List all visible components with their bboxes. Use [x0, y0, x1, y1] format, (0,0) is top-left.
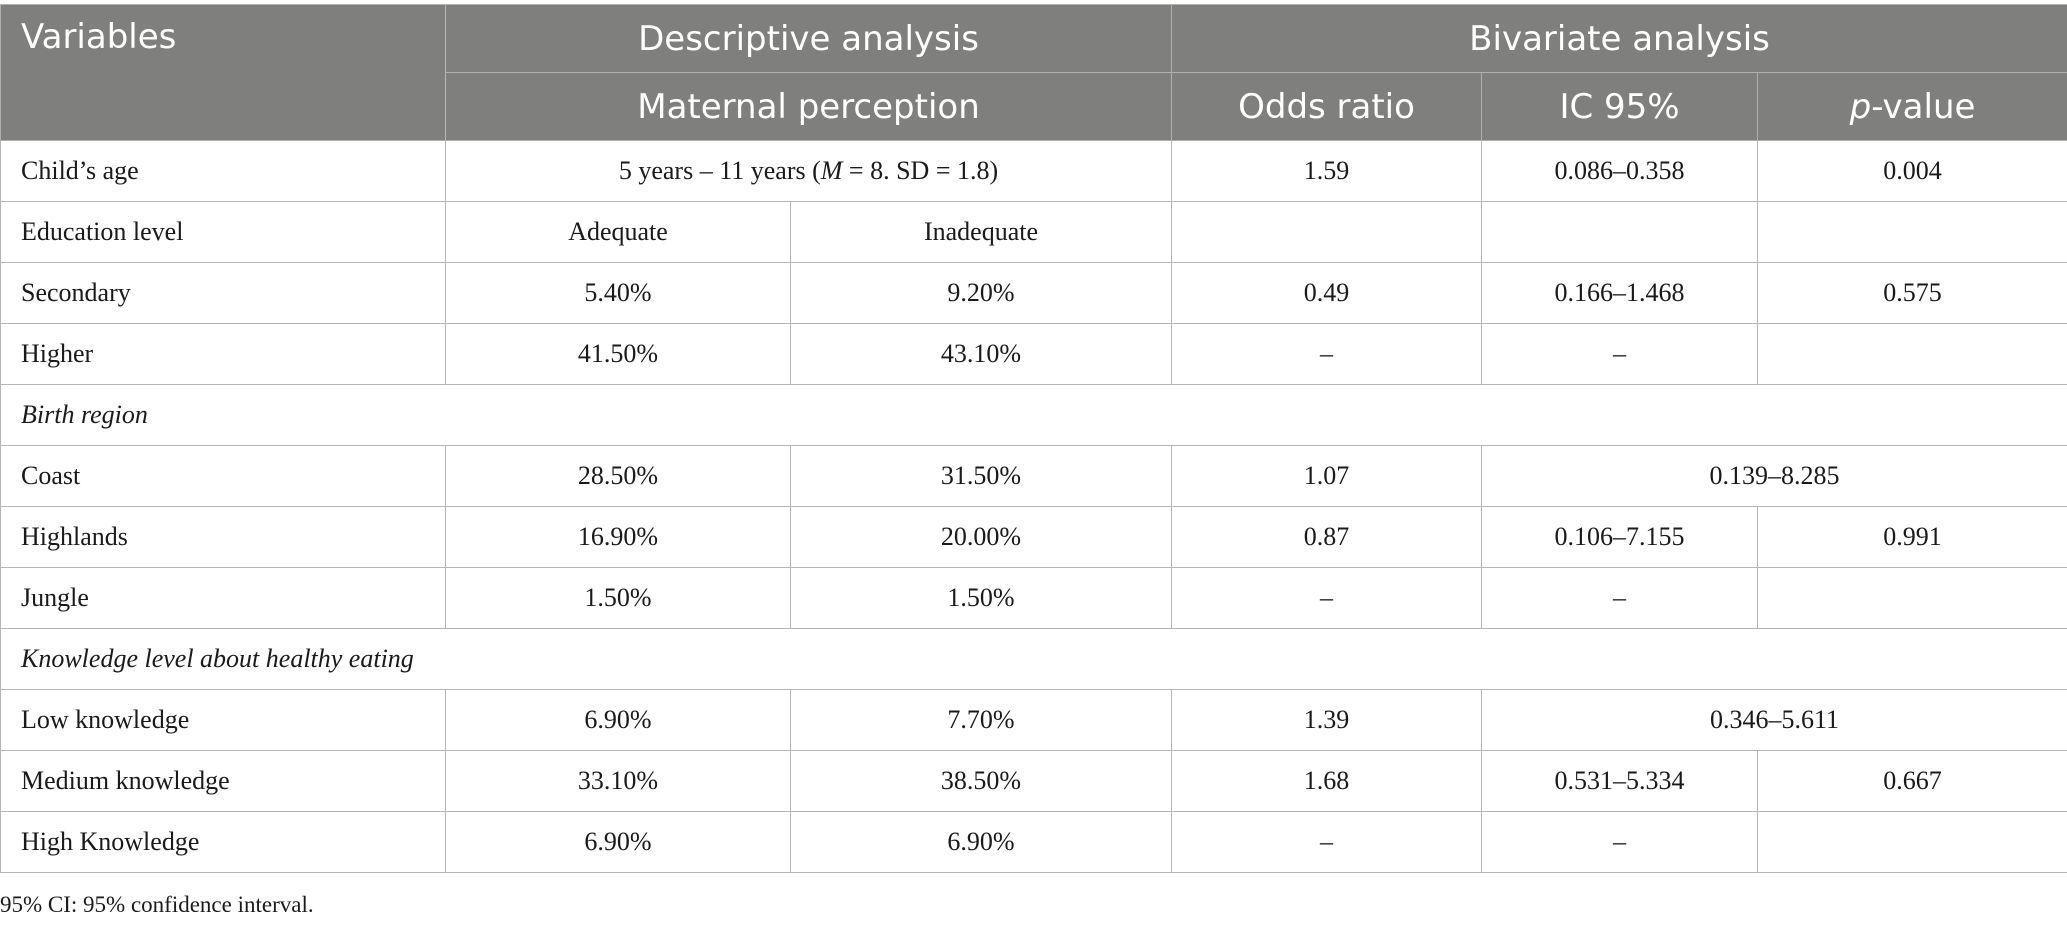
ic95-cell: 0.166–1.468: [1481, 262, 1759, 324]
row-label: Highlands: [0, 506, 446, 568]
odds-ratio-cell: 1.59: [1171, 140, 1483, 202]
odds-ratio-cell: [1171, 201, 1483, 263]
p-value-cell: 0.004: [1757, 140, 2067, 202]
odds-ratio-header: Odds ratio: [1171, 72, 1483, 141]
table-row-medium-knowledge: Medium knowledge 33.10% 38.50% 1.68 0.53…: [0, 750, 2067, 812]
ic95-cell: –: [1481, 567, 1759, 629]
age-range-text: 5 years – 11 years (: [618, 156, 821, 185]
ic95-cell: 0.106–7.155: [1481, 506, 1759, 568]
row-label: Jungle: [0, 567, 446, 629]
p-italic: p: [1849, 86, 1872, 127]
inadequate-cell: 6.90%: [789, 811, 1173, 873]
table-row-jungle: Jungle 1.50% 1.50% – –: [0, 567, 2067, 629]
table-row-education-level: Education level Adequate Inadequate: [0, 201, 2067, 263]
adequate-cell: 33.10%: [445, 750, 791, 812]
adequate-cell: 5.40%: [445, 262, 791, 324]
table-row-knowledge-level: Knowledge level about healthy eating: [0, 628, 2067, 690]
p-value-cell: 0.667: [1757, 750, 2067, 812]
descriptive-analysis-header: Descriptive analysis: [444, 4, 1173, 73]
ic95-cell: –: [1481, 323, 1759, 385]
odds-ratio-cell: –: [1171, 567, 1483, 629]
table-row-highlands: Highlands 16.90% 20.00% 0.87 0.106–7.155…: [0, 506, 2067, 568]
table-row-child-age: Child’s age 5 years – 11 years (M = 8. S…: [0, 140, 2067, 202]
odds-ratio-cell: 1.39: [1171, 689, 1483, 751]
inadequate-cell: 9.20%: [789, 262, 1173, 324]
ic95-cell: [1481, 201, 1759, 263]
inadequate-cell: 7.70%: [789, 689, 1173, 751]
inadequate-cell: 31.50%: [789, 445, 1173, 507]
row-label: Education level: [0, 201, 446, 263]
adequate-cell: 1.50%: [445, 567, 791, 629]
ic95-header: IC 95%: [1481, 72, 1759, 141]
mean-sd-text: = 8. SD = 1.8): [842, 156, 999, 185]
table-body: Child’s age 5 years – 11 years (M = 8. S…: [0, 140, 2067, 873]
inadequate-cell: 1.50%: [789, 567, 1173, 629]
row-label: High Knowledge: [0, 811, 446, 873]
section-label-birth-region: Birth region: [0, 384, 2067, 446]
inadequate-cell: 43.10%: [789, 323, 1173, 385]
row-label: Higher: [0, 323, 446, 385]
p-value-cell: [1757, 811, 2067, 873]
table-header: Variables Descriptive analysis Bivariate…: [0, 4, 2067, 141]
adequate-cell: 6.90%: [445, 689, 791, 751]
child-age-descriptive: 5 years – 11 years (M = 8. SD = 1.8): [444, 140, 1173, 202]
ic95-pvalue-merged-cell: 0.139–8.285: [1481, 445, 2067, 507]
table-row-low-knowledge: Low knowledge 6.90% 7.70% 1.39 0.346–5.6…: [0, 689, 2067, 751]
ic95-cell: 0.086–0.358: [1481, 140, 1759, 202]
odds-ratio-cell: 0.87: [1171, 506, 1483, 568]
section-label-knowledge: Knowledge level about healthy eating: [0, 628, 2067, 690]
header-row-2: Maternal perception Odds ratio IC 95% p-…: [1, 72, 2067, 141]
p-value-cell: 0.575: [1757, 262, 2067, 324]
results-table: Variables Descriptive analysis Bivariate…: [0, 4, 2067, 873]
odds-ratio-cell: 1.07: [1171, 445, 1483, 507]
table-row-coast: Coast 28.50% 31.50% 1.07 0.139–8.285: [0, 445, 2067, 507]
odds-ratio-cell: –: [1171, 323, 1483, 385]
adequate-subheader: Adequate: [445, 201, 791, 263]
table-row-birth-region: Birth region: [0, 384, 2067, 446]
row-label: Coast: [0, 445, 446, 507]
odds-ratio-cell: –: [1171, 811, 1483, 873]
mean-symbol: M: [820, 156, 843, 185]
row-label: Child’s age: [0, 140, 446, 202]
variables-header: Variables: [0, 4, 446, 141]
row-label: Secondary: [0, 262, 446, 324]
table-row-secondary: Secondary 5.40% 9.20% 0.49 0.166–1.468 0…: [0, 262, 2067, 324]
maternal-perception-header: Maternal perception: [444, 72, 1173, 141]
bivariate-analysis-header: Bivariate analysis: [1171, 4, 2067, 73]
table-row-higher: Higher 41.50% 43.10% – –: [0, 323, 2067, 385]
ic95-cell: –: [1481, 811, 1759, 873]
p-value-cell: [1757, 323, 2067, 385]
inadequate-subheader: Inadequate: [789, 201, 1173, 263]
row-label: Low knowledge: [0, 689, 446, 751]
table-row-high-knowledge: High Knowledge 6.90% 6.90% – –: [0, 811, 2067, 873]
table-footnote: 95% CI: 95% confidence interval.: [0, 892, 314, 917]
inadequate-cell: 20.00%: [789, 506, 1173, 568]
odds-ratio-cell: 1.68: [1171, 750, 1483, 812]
header-row-1: Variables Descriptive analysis Bivariate…: [0, 4, 2067, 141]
adequate-cell: 28.50%: [445, 445, 791, 507]
p-value-cell: 0.991: [1757, 506, 2067, 568]
p-value-cell: [1757, 567, 2067, 629]
adequate-cell: 41.50%: [445, 323, 791, 385]
odds-ratio-cell: 0.49: [1171, 262, 1483, 324]
row-label: Medium knowledge: [0, 750, 446, 812]
p-value-cell: [1757, 201, 2067, 263]
p-value-suffix: -value: [1871, 86, 1976, 127]
inadequate-cell: 38.50%: [789, 750, 1173, 812]
adequate-cell: 6.90%: [445, 811, 791, 873]
p-value-header: p-value: [1757, 72, 2067, 141]
adequate-cell: 16.90%: [445, 506, 791, 568]
ic95-cell: 0.531–5.334: [1481, 750, 1759, 812]
ic95-pvalue-merged-cell: 0.346–5.611: [1481, 689, 2067, 751]
